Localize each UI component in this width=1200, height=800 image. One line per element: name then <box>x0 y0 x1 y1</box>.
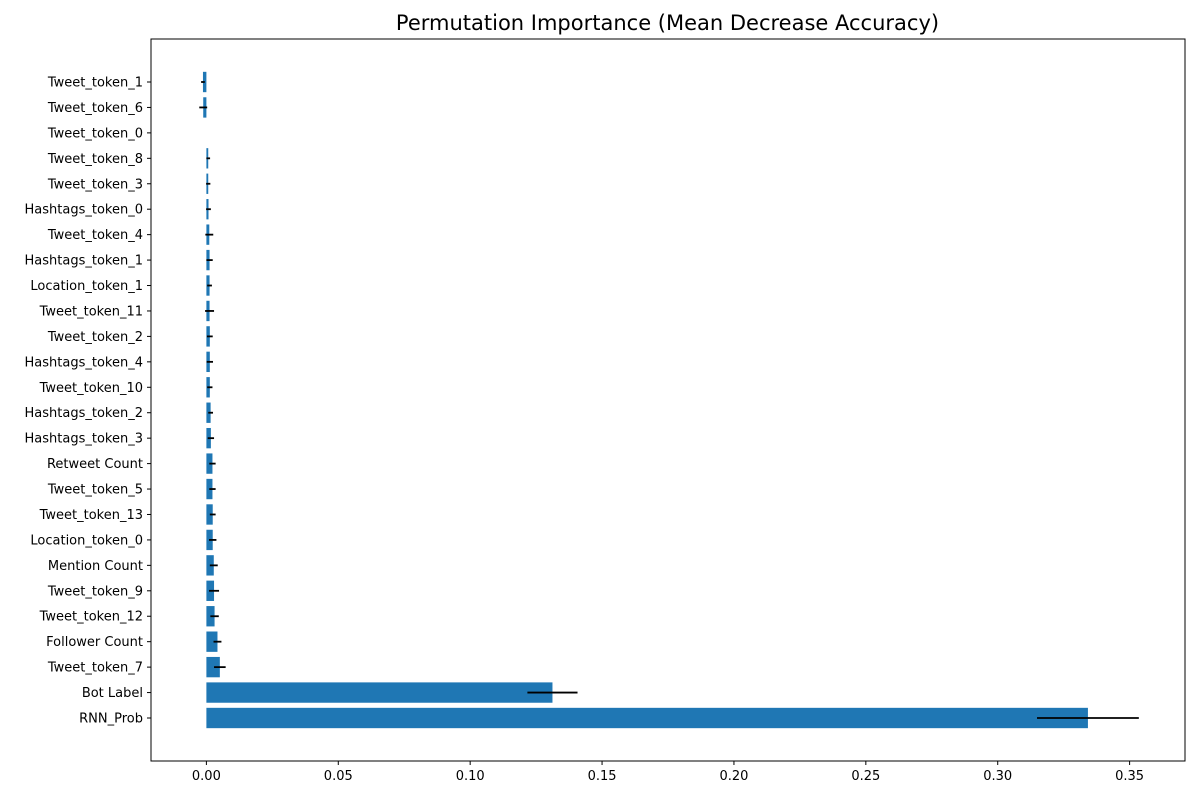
y-tick-label: Tweet_token_0 <box>47 126 143 141</box>
x-tick-label: 0.30 <box>983 769 1012 784</box>
y-tick-label: Mention Count <box>48 559 143 574</box>
error-bars-layer <box>199 81 1139 719</box>
y-tick-label: Tweet_token_3 <box>47 177 143 192</box>
y-tick-label: Hashtags_token_3 <box>25 432 143 447</box>
y-tick-label: Tweet_token_4 <box>47 228 143 243</box>
y-tick-label: Hashtags_token_4 <box>25 355 143 370</box>
y-tick-label: RNN_Prob <box>79 712 143 727</box>
bar-tweet_token_13 <box>206 504 213 525</box>
chart-title: Permutation Importance (Mean Decrease Ac… <box>396 11 939 35</box>
bar-bot-label <box>206 682 553 703</box>
y-tick-label: Tweet_token_9 <box>47 584 143 599</box>
plot-frame <box>150 38 1186 762</box>
x-tick-label: 0.25 <box>851 769 880 784</box>
bar-follower-count <box>206 631 218 652</box>
bar-rnn_prob <box>206 707 1088 729</box>
y-tick-label: Follower Count <box>46 635 143 650</box>
y-axis: Tweet_token_1 Tweet_token_6 Tweet_token_0 T… <box>25 76 151 727</box>
y-tick-label: Tweet_token_13 <box>39 508 143 523</box>
bars-layer <box>202 71 1088 729</box>
y-tick-label: Hashtags_token_1 <box>25 254 143 269</box>
x-tick-label: 0.15 <box>588 769 617 784</box>
y-tick-label: Hashtags_token_0 <box>25 203 143 218</box>
y-tick-label: Bot Label <box>82 686 143 701</box>
y-tick-label: Location_token_0 <box>30 533 143 548</box>
x-tick-label: 0.00 <box>192 769 221 784</box>
y-tick-label: Tweet_token_6 <box>47 101 143 116</box>
x-tick-label: 0.20 <box>719 769 748 784</box>
x-axis: 0.00 0.05 0.10 0.15 0.20 0.25 0.30 0.35 <box>192 761 1144 784</box>
y-tick-label: Tweet_token_5 <box>47 483 143 498</box>
bar-tweet_token_7 <box>206 656 220 678</box>
y-tick-label: Tweet_token_10 <box>39 381 143 396</box>
y-tick-label: Tweet_token_1 <box>47 76 143 91</box>
y-tick-label: Tweet_token_11 <box>39 304 143 319</box>
x-tick-label: 0.10 <box>456 769 485 784</box>
x-tick-label: 0.35 <box>1115 769 1144 784</box>
y-tick-label: Tweet_token_7 <box>47 661 143 676</box>
y-tick-label: Tweet_token_12 <box>39 610 143 625</box>
y-tick-label: Tweet_token_8 <box>47 152 143 167</box>
y-tick-label: Retweet Count <box>47 457 143 472</box>
y-tick-label: Hashtags_token_2 <box>25 406 143 421</box>
x-tick-label: 0.05 <box>324 769 353 784</box>
y-tick-label: Tweet_token_2 <box>47 330 143 345</box>
y-tick-label: Location_token_1 <box>30 279 143 294</box>
